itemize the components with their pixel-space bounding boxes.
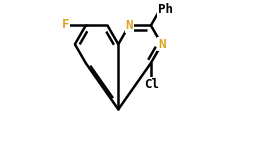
Text: Cl: Cl — [144, 78, 158, 91]
Text: Ph: Ph — [157, 3, 172, 16]
Text: F: F — [61, 18, 69, 31]
Text: N: N — [125, 19, 132, 32]
Text: N: N — [157, 38, 165, 51]
